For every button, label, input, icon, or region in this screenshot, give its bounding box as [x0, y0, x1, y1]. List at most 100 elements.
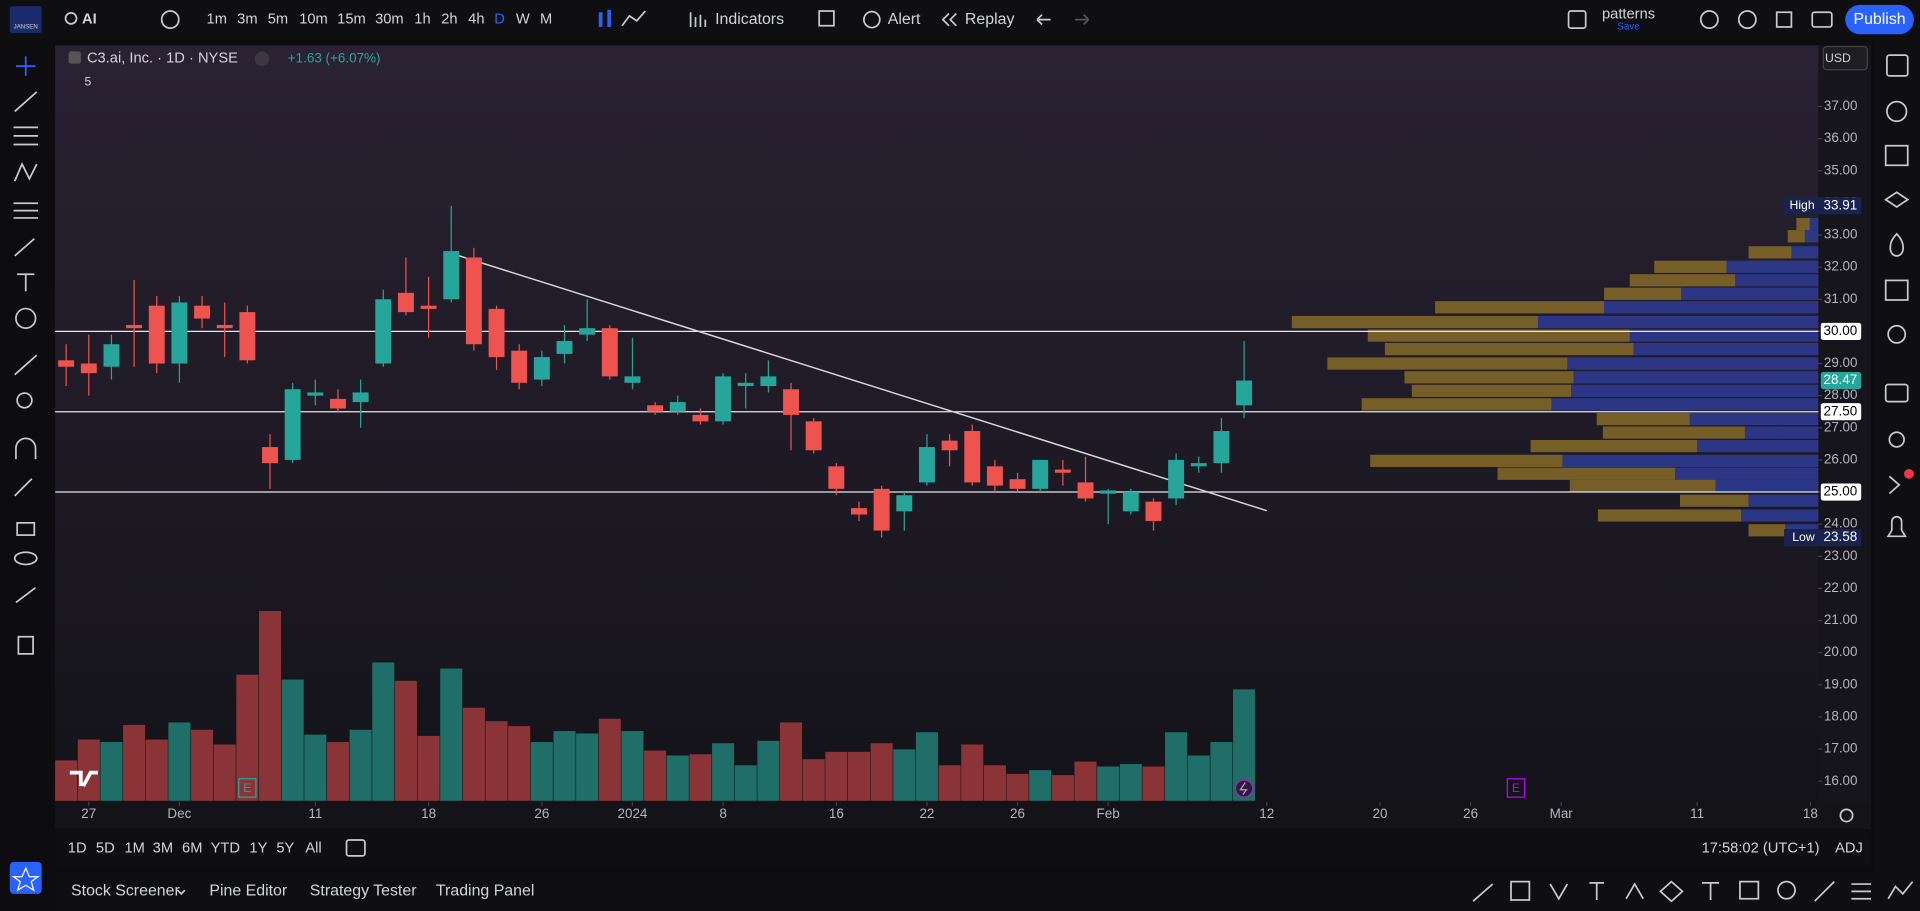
news-button[interactable]: [1884, 144, 1909, 167]
footer-tool[interactable]: [1702, 881, 1720, 900]
publish-button[interactable]: Publish: [1853, 11, 1905, 28]
footer-tab[interactable]: Stock Screener: [71, 883, 180, 900]
ideas-button[interactable]: [1887, 324, 1907, 344]
layout-name[interactable]: patterns: [1602, 7, 1655, 23]
symbol[interactable]: AI: [82, 11, 97, 27]
candles-icon[interactable]: [607, 9, 612, 27]
range-button[interactable]: YTD: [211, 840, 240, 856]
timeframe[interactable]: 2h: [441, 11, 457, 27]
timeframe[interactable]: W: [516, 11, 530, 27]
chart-pane[interactable]: [55, 45, 1819, 803]
adjust-toggle[interactable]: ADJ: [1835, 840, 1863, 856]
crosshair-tool[interactable]: [15, 56, 36, 76]
settings-button[interactable]: [1737, 10, 1757, 30]
alerts-button[interactable]: [1886, 100, 1908, 123]
notifications-button[interactable]: [1886, 515, 1907, 538]
link-tool[interactable]: [15, 587, 37, 604]
stay-drawing[interactable]: [14, 478, 33, 497]
range-button[interactable]: 5Y: [276, 840, 294, 856]
footer-tool[interactable]: [1625, 882, 1644, 900]
date-range-button[interactable]: [345, 839, 366, 857]
lock-tool[interactable]: [16, 521, 36, 536]
currency[interactable]: USD: [1825, 51, 1851, 65]
replay-panel[interactable]: [1888, 475, 1901, 495]
earnings-marker[interactable]: [238, 778, 257, 798]
undo-button[interactable]: [1036, 14, 1051, 26]
timeframe[interactable]: 1h: [414, 11, 430, 27]
footer-tool[interactable]: [1777, 880, 1796, 900]
volume-bar: [576, 733, 599, 801]
replay-button[interactable]: Replay: [965, 11, 1015, 28]
footer-tool[interactable]: [1851, 883, 1871, 900]
quick-search[interactable]: [1699, 10, 1719, 30]
profile-down: [1530, 439, 1698, 453]
timeframe[interactable]: 4h: [468, 11, 484, 27]
magnet-tool[interactable]: [15, 437, 37, 460]
footer-tool[interactable]: [1472, 883, 1494, 902]
indicators-button[interactable]: Indicators: [715, 11, 784, 28]
brush-tool[interactable]: [14, 238, 35, 257]
footer-tool[interactable]: [1814, 881, 1835, 902]
star-icon: [11, 866, 40, 892]
range-button[interactable]: 1Y: [249, 840, 267, 856]
footer-tool[interactable]: [1659, 880, 1684, 903]
range-button[interactable]: 6M: [182, 840, 202, 856]
layers-button[interactable]: [1884, 191, 1910, 208]
screener-chevron[interactable]: [176, 889, 186, 896]
snapshot-button[interactable]: [1811, 11, 1833, 28]
watchlist-button[interactable]: [1886, 54, 1909, 77]
footer-tab[interactable]: Trading Panel: [436, 883, 534, 900]
fullscreen-button[interactable]: [1775, 11, 1793, 28]
trendline-tool[interactable]: [14, 91, 38, 113]
logo[interactable]: [9, 6, 42, 34]
footer-tool[interactable]: [1887, 881, 1914, 900]
legend-count[interactable]: 5: [85, 74, 92, 88]
timeframe[interactable]: 30m: [375, 11, 404, 27]
timeframe[interactable]: 10m: [299, 11, 328, 27]
range-button[interactable]: All: [305, 840, 321, 856]
publish-bg[interactable]: [1845, 4, 1914, 35]
icon-tool[interactable]: [15, 307, 37, 330]
range-button[interactable]: 1M: [125, 840, 145, 856]
footer-tool[interactable]: [1589, 881, 1605, 900]
timeframe[interactable]: 5m: [268, 11, 288, 27]
line-icon[interactable]: [621, 10, 646, 27]
delete-tool[interactable]: [17, 635, 34, 655]
alert-button[interactable]: Alert: [888, 11, 921, 28]
pattern-tool[interactable]: [13, 162, 38, 182]
range-button[interactable]: 5D: [96, 840, 115, 856]
streams-button[interactable]: [1888, 431, 1905, 448]
currency-box[interactable]: [1822, 45, 1868, 71]
earnings-marker[interactable]: [1506, 778, 1526, 798]
layout-save[interactable]: Save: [1617, 22, 1639, 33]
favorites-button[interactable]: [9, 862, 42, 894]
calendar-button[interactable]: [1884, 279, 1909, 301]
range-button[interactable]: 3M: [153, 840, 173, 856]
fib-tool[interactable]: [13, 126, 38, 146]
timeframe[interactable]: 3m: [237, 11, 257, 27]
legend-toggle[interactable]: [254, 51, 270, 67]
timeframe[interactable]: M: [540, 11, 552, 27]
timeframe[interactable]: 15m: [337, 11, 366, 27]
hide-tool[interactable]: [13, 551, 38, 566]
hotlist-button[interactable]: [1889, 232, 1904, 257]
timeframe[interactable]: D: [494, 11, 505, 27]
measure-tool[interactable]: [14, 354, 38, 376]
zoom-tool[interactable]: [16, 392, 33, 409]
templates-button[interactable]: [818, 10, 835, 27]
text-tool[interactable]: [17, 273, 35, 292]
chat-button[interactable]: [1884, 383, 1909, 403]
dividend-marker[interactable]: [1234, 779, 1254, 798]
timeframe[interactable]: 1m: [207, 11, 227, 27]
candles-icon[interactable]: [598, 12, 603, 27]
range-button[interactable]: 1D: [68, 840, 87, 856]
footer-tab[interactable]: Pine Editor: [209, 883, 288, 900]
projection-tool[interactable]: [13, 202, 38, 219]
axis-settings[interactable]: [1839, 808, 1854, 823]
footer-tool[interactable]: [1510, 880, 1531, 901]
redo-button[interactable]: [1075, 14, 1090, 26]
footer-tool[interactable]: [1549, 883, 1569, 901]
footer-tool[interactable]: [1739, 880, 1760, 900]
compare-button[interactable]: [160, 10, 180, 30]
footer-tab[interactable]: Strategy Tester: [310, 883, 417, 900]
